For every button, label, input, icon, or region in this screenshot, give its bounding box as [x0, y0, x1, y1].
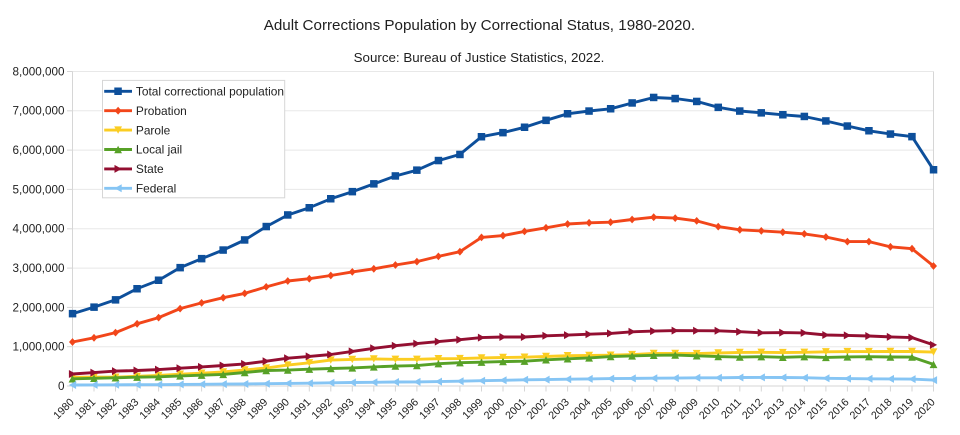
- svg-text:Adult Corrections Population b: Adult Corrections Population by Correcti…: [264, 17, 695, 34]
- svg-text:1,000,000: 1,000,000: [13, 341, 65, 354]
- svg-text:Probation: Probation: [136, 104, 187, 118]
- svg-text:Federal: Federal: [136, 182, 176, 196]
- svg-text:7,000,000: 7,000,000: [13, 105, 65, 118]
- svg-text:6,000,000: 6,000,000: [13, 144, 65, 157]
- svg-text:8,000,000: 8,000,000: [13, 65, 65, 78]
- svg-text:4,000,000: 4,000,000: [13, 223, 65, 236]
- svg-text:Total correctional population: Total correctional population: [136, 85, 284, 99]
- svg-text:0: 0: [58, 380, 65, 393]
- svg-text:Source: Bureau of Justice Stat: Source: Bureau of Justice Statistics, 20…: [354, 50, 605, 65]
- svg-text:2,000,000: 2,000,000: [13, 301, 65, 314]
- svg-text:5,000,000: 5,000,000: [13, 183, 65, 196]
- svg-text:3,000,000: 3,000,000: [13, 262, 65, 275]
- svg-text:Local jail: Local jail: [136, 143, 182, 157]
- svg-text:Parole: Parole: [136, 123, 171, 137]
- svg-text:State: State: [136, 162, 164, 176]
